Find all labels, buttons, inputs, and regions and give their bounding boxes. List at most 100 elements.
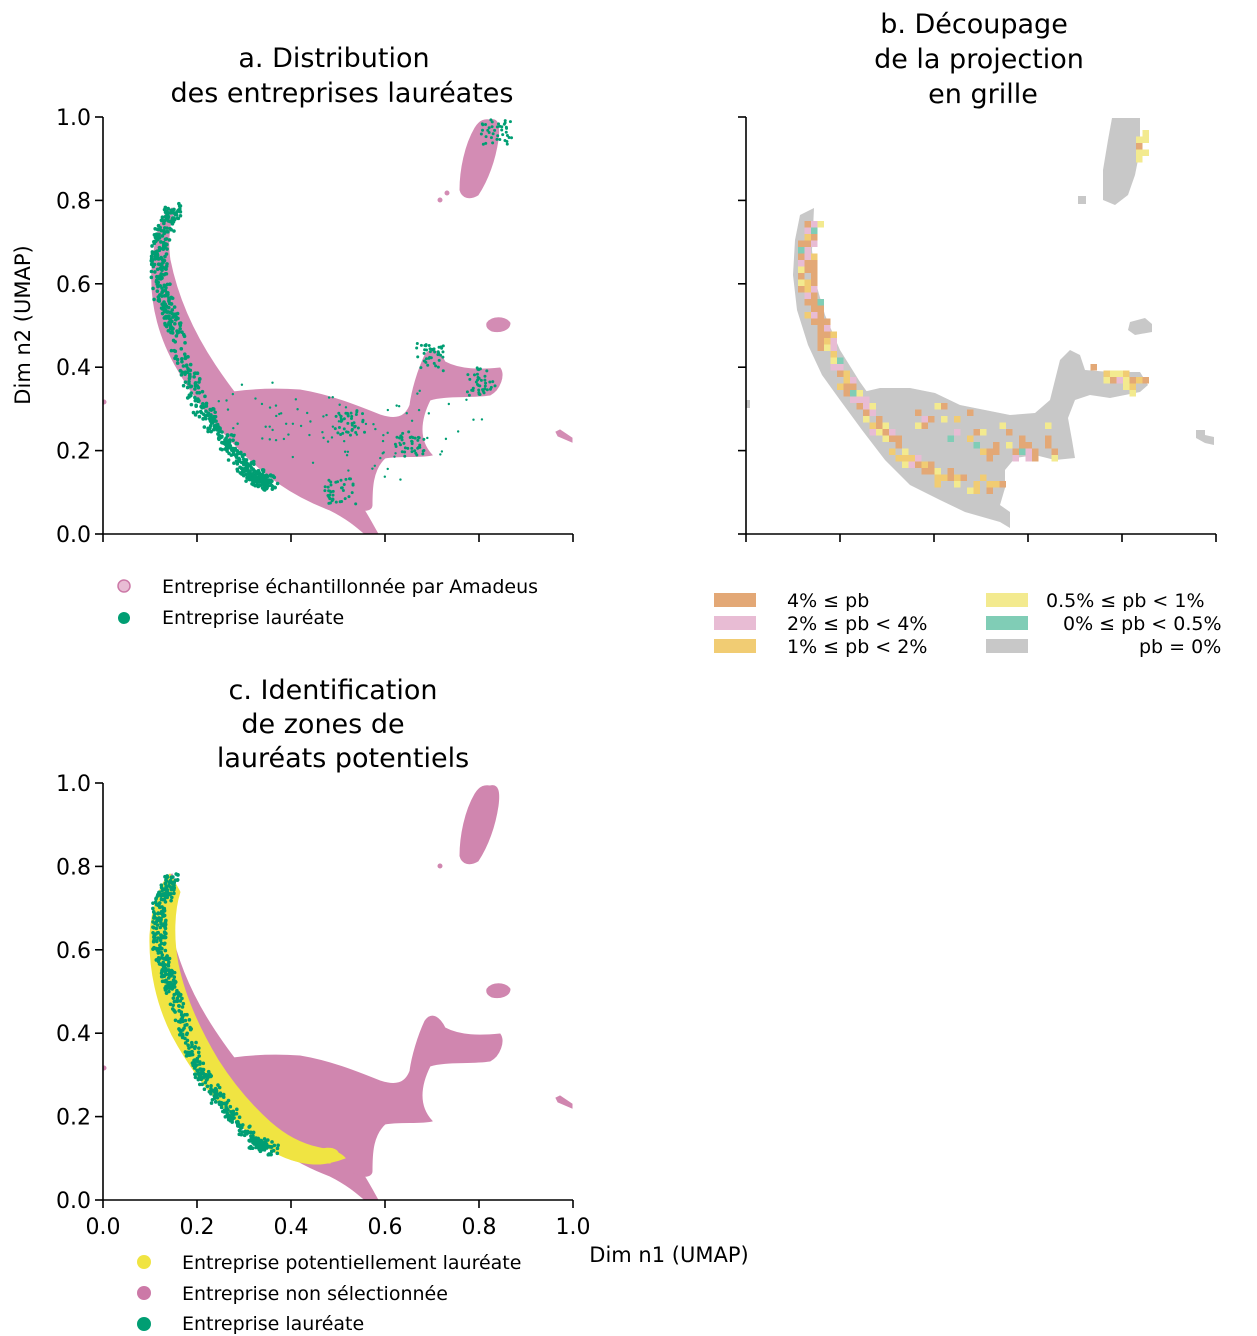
panel-a-small-cluster bbox=[486, 317, 511, 333]
grid-cell bbox=[999, 481, 1006, 488]
laureate-point bbox=[175, 331, 180, 335]
laureate-point bbox=[336, 431, 340, 435]
grid-cell bbox=[798, 286, 805, 293]
laureate-point bbox=[402, 441, 406, 445]
laureate-point bbox=[233, 433, 236, 437]
laureate-point bbox=[465, 390, 469, 394]
laureate-point bbox=[163, 307, 168, 312]
grid-cell bbox=[934, 474, 941, 481]
laureate-point bbox=[258, 1142, 263, 1147]
laureate-point bbox=[331, 493, 335, 497]
laureate-point bbox=[195, 1068, 199, 1073]
panel-c-top-cluster bbox=[459, 785, 500, 865]
laureate-point bbox=[373, 464, 377, 468]
grid-cell bbox=[928, 461, 935, 468]
laureate-point bbox=[414, 451, 418, 455]
grid-cell bbox=[811, 286, 818, 293]
laureate-point bbox=[162, 221, 166, 226]
laureate-point bbox=[262, 488, 267, 492]
laureate-point bbox=[447, 402, 451, 406]
grid-cell bbox=[1103, 370, 1110, 377]
laureate-point bbox=[160, 276, 164, 280]
laureate-point bbox=[155, 251, 160, 256]
laureate-point bbox=[165, 875, 170, 879]
laureate-point bbox=[185, 1012, 189, 1017]
grid-cell bbox=[1012, 455, 1019, 462]
grid-cell bbox=[1116, 370, 1123, 377]
laureate-point bbox=[216, 436, 221, 441]
grid-cell bbox=[1032, 448, 1039, 455]
laureate-point bbox=[263, 479, 268, 483]
laureate-point bbox=[170, 308, 175, 312]
grid-cell bbox=[921, 422, 928, 429]
laureate-point bbox=[440, 450, 444, 453]
laureate-point bbox=[164, 878, 168, 882]
legend-marker-nonselected bbox=[137, 1286, 151, 1300]
laureate-point bbox=[489, 136, 493, 140]
laureate-point bbox=[477, 388, 481, 392]
panel-c-xtick-label: 0.4 bbox=[274, 1215, 309, 1240]
laureate-point bbox=[163, 242, 168, 247]
panel-c-plot-area bbox=[103, 785, 573, 1200]
laureate-point bbox=[195, 384, 200, 388]
panel-c-xtick-label: 0.8 bbox=[462, 1215, 497, 1240]
laureate-point bbox=[472, 418, 475, 421]
laureate-point bbox=[467, 393, 471, 397]
grid-cell bbox=[1123, 370, 1130, 377]
grid-cell bbox=[817, 338, 824, 345]
panel-b-legend: 4% ≤ pb 2% ≤ pb < 4% 1% ≤ pb < 2% 0.5% ≤… bbox=[714, 590, 1222, 658]
laureate-point bbox=[162, 272, 167, 277]
laureate-point bbox=[177, 1004, 181, 1008]
grid-cell bbox=[902, 448, 909, 455]
laureate-point bbox=[204, 409, 208, 413]
grid-cell bbox=[941, 403, 948, 410]
laureate-point bbox=[361, 420, 365, 424]
panel-a-outlier bbox=[437, 197, 443, 203]
laureate-point bbox=[154, 278, 159, 283]
laureate-point bbox=[504, 130, 508, 134]
laureate-point bbox=[167, 973, 171, 977]
laureate-point bbox=[410, 446, 414, 450]
laureate-point bbox=[166, 968, 171, 972]
laureate-point bbox=[401, 431, 405, 435]
laureate-point bbox=[477, 384, 481, 388]
laureate-point bbox=[223, 1115, 228, 1119]
laureate-point bbox=[339, 486, 343, 490]
laureate-point bbox=[156, 257, 161, 261]
laureate-point bbox=[322, 436, 325, 440]
laureate-point bbox=[337, 425, 341, 429]
laureate-point bbox=[339, 416, 342, 419]
laureate-point bbox=[212, 424, 217, 428]
laureate-point bbox=[244, 465, 249, 469]
laureate-point bbox=[159, 885, 164, 890]
laureate-point bbox=[198, 1062, 202, 1066]
grid-cell bbox=[804, 221, 811, 228]
laureate-point bbox=[419, 366, 423, 370]
grid-cell bbox=[804, 227, 811, 234]
legend-label-05pct: 0.5% ≤ pb < 1% bbox=[1046, 590, 1205, 612]
laureate-point bbox=[197, 1074, 202, 1078]
laureate-point bbox=[400, 438, 404, 442]
laureate-point bbox=[344, 477, 348, 481]
grid-cell bbox=[811, 312, 818, 319]
laureate-point bbox=[495, 125, 499, 129]
laureate-point bbox=[186, 1043, 190, 1047]
laureate-point bbox=[330, 436, 334, 439]
panel-a-ytick-label: 0.0 bbox=[56, 523, 91, 548]
laureate-point bbox=[394, 445, 398, 449]
laureate-point bbox=[156, 284, 160, 289]
grid-cell bbox=[811, 266, 818, 273]
panel-b-ticks bbox=[738, 116, 1217, 542]
laureate-point bbox=[326, 440, 330, 443]
laureate-point bbox=[296, 408, 299, 411]
laureate-point bbox=[167, 299, 171, 304]
grid-cell bbox=[1142, 377, 1149, 384]
laureate-point bbox=[426, 436, 429, 440]
laureate-point bbox=[379, 456, 382, 460]
laureate-point bbox=[415, 341, 419, 345]
grid-cell bbox=[993, 448, 1000, 455]
laureate-point bbox=[190, 1052, 195, 1057]
laureate-point bbox=[201, 401, 205, 406]
laureate-point bbox=[170, 319, 174, 324]
laureate-point bbox=[354, 412, 358, 416]
